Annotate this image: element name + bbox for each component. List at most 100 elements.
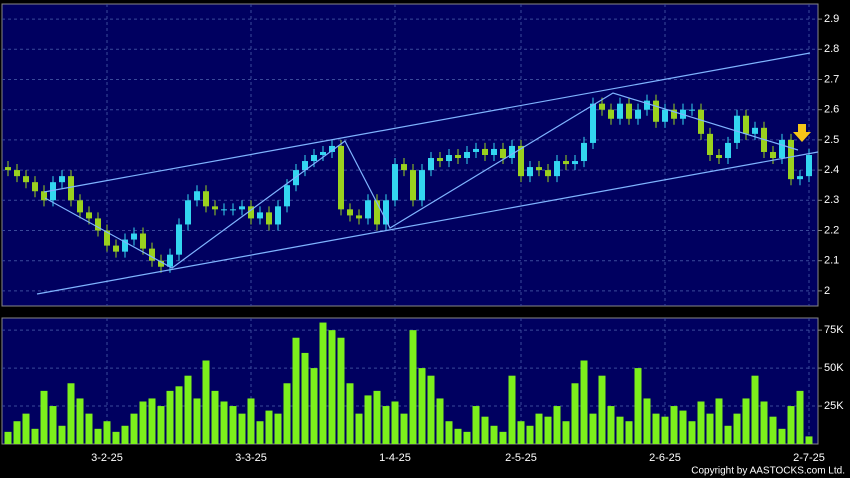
volume-bar bbox=[490, 425, 498, 444]
y-tick-label: 2.6 bbox=[824, 104, 839, 116]
candle-body bbox=[230, 209, 236, 211]
x-tick-label: 2-6-25 bbox=[649, 452, 681, 464]
candle-body bbox=[122, 239, 128, 252]
zigzag bbox=[44, 92, 799, 269]
candle-body bbox=[464, 151, 470, 159]
candle-body bbox=[671, 109, 677, 119]
volume-bar bbox=[571, 383, 579, 444]
volume-bar bbox=[265, 410, 273, 444]
volume-bar bbox=[13, 421, 21, 444]
candle-body bbox=[392, 164, 398, 201]
candle-body bbox=[221, 209, 227, 211]
candle-body bbox=[536, 167, 542, 171]
candle-body bbox=[545, 170, 551, 177]
candle-body bbox=[608, 109, 614, 119]
y-tick-label: 2 bbox=[824, 285, 830, 297]
x-tick-label: 2-5-25 bbox=[505, 452, 537, 464]
candle-body bbox=[662, 109, 668, 122]
candle-body bbox=[68, 176, 74, 201]
candle-body bbox=[95, 218, 101, 231]
volume-bar bbox=[202, 360, 210, 444]
x-tick-label: 1-4-25 bbox=[379, 452, 411, 464]
volume-bar bbox=[607, 406, 615, 444]
candle-body bbox=[644, 100, 650, 110]
volume-bar bbox=[742, 398, 750, 444]
candle-body bbox=[77, 200, 83, 213]
candle-body bbox=[599, 103, 605, 110]
candle-body bbox=[446, 155, 452, 162]
candle-body bbox=[32, 182, 38, 192]
volume-bar bbox=[598, 375, 606, 444]
volume-bar bbox=[805, 436, 813, 444]
volume-bar bbox=[355, 413, 363, 444]
volume-bar bbox=[427, 375, 435, 444]
y-tick-label: 2.3 bbox=[824, 194, 839, 206]
volume-bar bbox=[220, 401, 228, 444]
candle-body bbox=[653, 100, 659, 122]
volume-bar bbox=[139, 401, 147, 444]
volume-bar bbox=[661, 416, 669, 444]
candle-body bbox=[581, 142, 587, 162]
volume-bar bbox=[769, 416, 777, 444]
volume-bar bbox=[616, 416, 624, 444]
volume-bar bbox=[337, 337, 345, 444]
candle-body bbox=[590, 103, 596, 143]
volume-bar bbox=[76, 398, 84, 444]
candle-body bbox=[23, 176, 29, 183]
volume-bar bbox=[562, 421, 570, 444]
candle-body bbox=[383, 200, 389, 225]
volume-bar bbox=[715, 398, 723, 444]
candle-body bbox=[284, 185, 290, 207]
volume-bar bbox=[67, 383, 75, 444]
candle-body bbox=[635, 109, 641, 119]
volume-bar bbox=[175, 386, 183, 444]
volume-bar bbox=[283, 383, 291, 444]
volume-bar bbox=[724, 425, 732, 444]
y-tick-label: 25K bbox=[824, 400, 844, 412]
volume-bar bbox=[454, 428, 462, 444]
candle-body bbox=[356, 215, 362, 219]
volume-bar bbox=[319, 322, 327, 444]
candle-body bbox=[338, 145, 344, 210]
candle-body bbox=[149, 248, 155, 261]
candle-body bbox=[401, 164, 407, 171]
candle-body bbox=[554, 161, 560, 177]
volume-bar bbox=[121, 425, 129, 444]
volume-bar bbox=[706, 413, 714, 444]
candle-body bbox=[185, 200, 191, 225]
volume-bar bbox=[229, 406, 237, 444]
volume-bar bbox=[58, 425, 66, 444]
candle-body bbox=[257, 212, 263, 219]
volume-bar bbox=[364, 395, 372, 444]
candle-body bbox=[239, 206, 245, 210]
candle-body bbox=[689, 109, 695, 111]
volume-bar bbox=[553, 406, 561, 444]
price-panel bbox=[1, 3, 819, 307]
y-tick-label: 2.1 bbox=[824, 255, 839, 267]
candle-body bbox=[626, 103, 632, 119]
candle-body bbox=[725, 142, 731, 159]
volume-bar bbox=[472, 406, 480, 444]
candle-body bbox=[194, 191, 200, 201]
volume-bar bbox=[49, 406, 57, 444]
candle-body bbox=[5, 167, 11, 171]
candle-body bbox=[500, 148, 506, 159]
candle-body bbox=[797, 176, 803, 180]
candle-body bbox=[491, 148, 497, 155]
volume-bar bbox=[652, 413, 660, 444]
candle-body bbox=[50, 182, 56, 201]
volume-bar bbox=[481, 416, 489, 444]
x-tick-label: 2-7-25 bbox=[793, 452, 825, 464]
candle-body bbox=[779, 139, 785, 159]
candle-body bbox=[104, 230, 110, 246]
y-tick-label: 75K bbox=[824, 324, 844, 336]
volume-bar bbox=[589, 413, 597, 444]
volume-bar bbox=[391, 401, 399, 444]
candle-body bbox=[212, 206, 218, 210]
volume-bar bbox=[157, 406, 165, 444]
candle-body bbox=[437, 158, 443, 162]
volume-bar bbox=[4, 431, 12, 444]
volume-bar bbox=[625, 421, 633, 444]
candle-body bbox=[248, 206, 254, 219]
